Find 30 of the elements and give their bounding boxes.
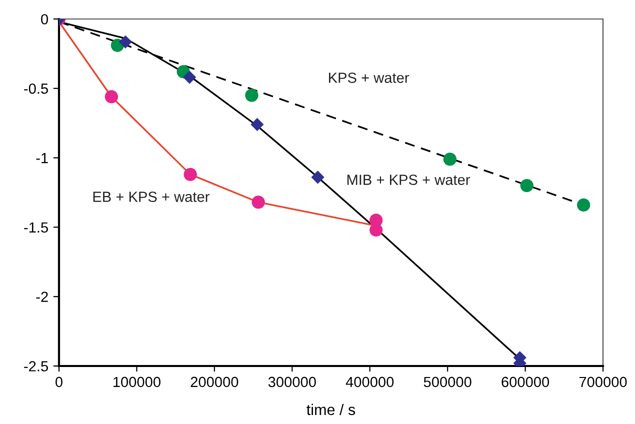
point xyxy=(520,178,534,192)
y-tick-label: -2 xyxy=(36,292,48,302)
point xyxy=(182,70,196,84)
y-tick-label: -1 xyxy=(36,153,48,164)
annotation: EB + KPS + water xyxy=(93,192,210,202)
point xyxy=(104,90,118,104)
y-tick-label: -2.5 xyxy=(24,361,48,372)
x-tick-label: 400000 xyxy=(346,376,394,388)
point xyxy=(118,35,132,48)
annotation: MIB + KPS + water xyxy=(347,174,470,185)
point xyxy=(369,223,383,237)
x-tick-label: 600000 xyxy=(502,376,550,388)
x-tick-label: 200000 xyxy=(190,376,238,388)
point xyxy=(252,196,265,209)
x-tick-label: 300000 xyxy=(268,376,316,388)
point xyxy=(245,88,258,102)
x-axis-title: time / s xyxy=(306,404,356,416)
x-tick-label: 700000 xyxy=(579,376,627,388)
annotation: KPS + water xyxy=(329,72,410,83)
x-tick-label: 0 xyxy=(56,376,62,388)
point xyxy=(184,168,197,182)
y-tick-label: 0 xyxy=(41,14,48,24)
x-tick-label: 100000 xyxy=(113,376,160,388)
point xyxy=(311,170,324,184)
y-tick-label: -1.5 xyxy=(24,222,48,233)
point xyxy=(250,118,264,132)
y-tick-label: -0.5 xyxy=(24,84,48,94)
point xyxy=(443,152,456,166)
x-tick-label: 500000 xyxy=(424,376,472,388)
point xyxy=(576,198,590,212)
